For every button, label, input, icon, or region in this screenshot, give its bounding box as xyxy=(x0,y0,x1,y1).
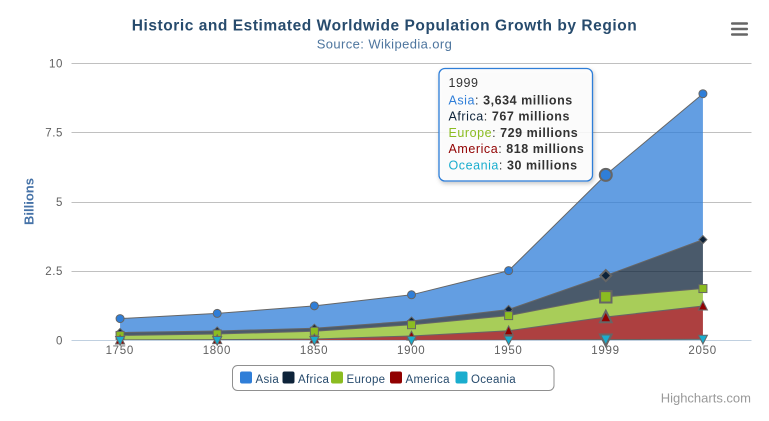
svg-text:Oceania: Oceania xyxy=(471,374,516,386)
svg-text:America: 818 millions: America: 818 millions xyxy=(449,142,585,156)
svg-text:Source: Wikipedia.org: Source: Wikipedia.org xyxy=(317,37,453,52)
svg-text:Europe: Europe xyxy=(347,374,386,386)
svg-text:Billions: Billions xyxy=(22,178,37,225)
svg-text:1750: 1750 xyxy=(106,345,134,357)
svg-text:1900: 1900 xyxy=(397,345,425,357)
svg-text:2050: 2050 xyxy=(688,345,716,357)
svg-text:Asia: Asia xyxy=(256,374,280,386)
svg-text:10: 10 xyxy=(49,58,63,70)
svg-text:Asia: 3,634 millions: Asia: 3,634 millions xyxy=(449,93,573,107)
svg-text:Africa: 767 millions: Africa: 767 millions xyxy=(449,110,570,124)
svg-text:Highcharts.com: Highcharts.com xyxy=(661,391,751,406)
svg-text:7.5: 7.5 xyxy=(45,128,63,140)
svg-text:1999: 1999 xyxy=(591,345,619,357)
svg-text:Europe: 729 millions: Europe: 729 millions xyxy=(449,126,579,140)
svg-text:1850: 1850 xyxy=(300,345,328,357)
svg-text:1800: 1800 xyxy=(203,345,231,357)
svg-text:2.5: 2.5 xyxy=(45,266,63,278)
svg-text:0: 0 xyxy=(56,335,63,347)
svg-text:America: America xyxy=(406,374,451,386)
svg-text:Historic and Estimated Worldwi: Historic and Estimated Worldwide Populat… xyxy=(132,18,638,35)
svg-text:1950: 1950 xyxy=(494,345,522,357)
svg-text:5: 5 xyxy=(56,197,63,209)
svg-text:Oceania: 30 millions: Oceania: 30 millions xyxy=(449,159,578,173)
svg-text:1999: 1999 xyxy=(449,76,479,90)
svg-text:Africa: Africa xyxy=(298,374,329,386)
